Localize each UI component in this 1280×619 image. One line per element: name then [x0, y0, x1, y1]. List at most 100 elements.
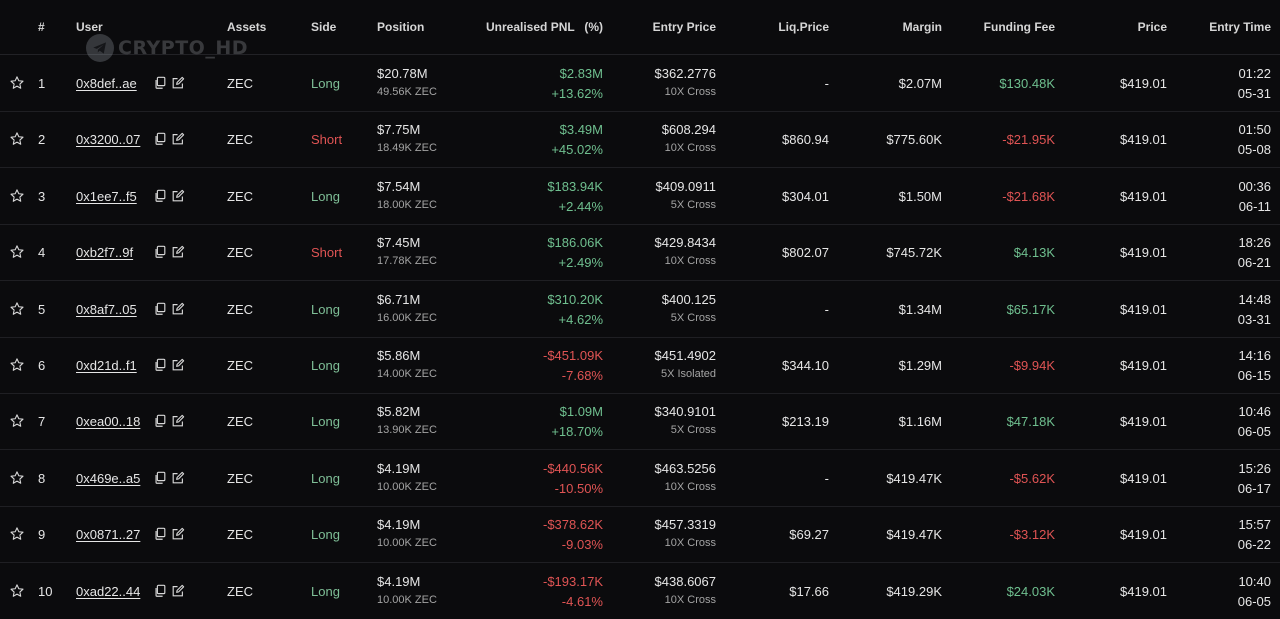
header-pnl-percent[interactable]: (%)	[584, 20, 603, 34]
header-liq-price[interactable]: Liq.Price	[778, 20, 829, 34]
header-unrealised-pnl[interactable]: Unrealised PNL	[486, 20, 575, 34]
user-address-link[interactable]: 0x8def..ae	[76, 76, 137, 91]
copy-icon[interactable]	[153, 414, 167, 428]
entry-time: 00:36	[1238, 178, 1271, 194]
leverage-mode: 10X Cross	[664, 537, 716, 550]
header-user[interactable]: User	[76, 20, 103, 34]
table-row[interactable]: 8 0x469e..a5 ZEC Long $4.19M 10.00K ZEC -$440.…	[0, 450, 1280, 507]
header-price[interactable]: Price	[1137, 20, 1167, 34]
star-icon[interactable]	[9, 357, 25, 373]
position-size: 14.00K ZEC	[377, 368, 437, 380]
table-row[interactable]: 10 0xad22..44 ZEC Long $4.19M 10.00K ZEC -$193…	[0, 563, 1280, 619]
leverage-mode: 10X Cross	[664, 593, 716, 606]
header-side[interactable]: Side	[311, 20, 337, 34]
position-value: $20.78M	[377, 66, 428, 81]
star-icon[interactable]	[9, 188, 25, 204]
position-value: $4.19M	[377, 517, 421, 533]
position-value: $5.86M	[377, 348, 421, 363]
user-address-link[interactable]: 0x1ee7..f5	[76, 188, 137, 204]
header-position[interactable]: Position	[377, 20, 425, 34]
star-icon[interactable]	[9, 526, 25, 542]
table-row[interactable]: 6 0xd21d..f1 ZEC Long $5.86M 14.00K ZEC -$451.…	[0, 337, 1280, 394]
edit-icon[interactable]	[171, 414, 185, 428]
side-cell: Long	[311, 414, 340, 430]
user-address-link[interactable]: 0x3200..07	[76, 132, 141, 148]
copy-icon[interactable]	[153, 302, 167, 316]
entry-date: 05-08	[1237, 142, 1271, 158]
entry-date: 06-11	[1238, 198, 1271, 214]
edit-icon[interactable]	[171, 358, 185, 372]
edit-icon[interactable]	[171, 189, 185, 203]
user-address-link[interactable]: 0xad22..44	[76, 583, 141, 599]
liq-price: $304.01	[782, 188, 829, 204]
table-row[interactable]: 2 0x3200..07 ZEC Short $7.75M 18.49K ZEC $3.49…	[0, 111, 1280, 169]
position-size: 10.00K ZEC	[377, 593, 437, 606]
copy-icon[interactable]	[153, 358, 167, 372]
liq-price: $860.94	[782, 132, 829, 148]
edit-icon[interactable]	[171, 471, 185, 485]
header-rank[interactable]: #	[38, 20, 45, 34]
copy-icon[interactable]	[153, 584, 167, 598]
copy-icon[interactable]	[153, 245, 167, 259]
user-address-link[interactable]: 0x8af7..05	[76, 301, 137, 317]
pnl-percent: +2.49%	[558, 255, 603, 271]
user-address-link[interactable]: 0xea00..18	[76, 414, 141, 430]
edit-icon[interactable]	[171, 302, 185, 316]
header-entry-time[interactable]: Entry Time	[1209, 20, 1271, 34]
position-size: 13.90K ZEC	[377, 424, 437, 437]
price-cell: $419.01	[1120, 583, 1167, 599]
user-address-link[interactable]: 0x0871..27	[76, 527, 141, 543]
star-icon[interactable]	[9, 470, 25, 486]
copy-icon[interactable]	[153, 76, 167, 90]
star-icon[interactable]	[9, 301, 25, 317]
user-address-link[interactable]: 0xd21d..f1	[76, 358, 137, 373]
pnl-percent: -7.68%	[561, 368, 603, 383]
pnl-percent: +4.62%	[558, 311, 603, 327]
leverage-mode: 5X Cross	[670, 311, 716, 324]
rank-cell: 7	[38, 414, 46, 430]
header-entry-price[interactable]: Entry Price	[652, 20, 716, 34]
entry-time: 14:16	[1238, 348, 1271, 363]
position-size: 10.00K ZEC	[377, 480, 437, 493]
edit-icon[interactable]	[171, 132, 185, 146]
unrealised-pnl: $183.94K	[547, 178, 603, 194]
margin-cell: $745.72K	[886, 245, 942, 261]
user-address-link[interactable]: 0x469e..a5	[76, 470, 141, 486]
position-size: 16.00K ZEC	[377, 311, 437, 324]
table-row[interactable]: 9 0x0871..27 ZEC Long $4.19M 10.00K ZEC -$378.…	[0, 506, 1280, 564]
copy-icon[interactable]	[153, 527, 167, 541]
star-icon[interactable]	[9, 75, 25, 91]
edit-icon[interactable]	[171, 527, 185, 541]
header-funding-fee[interactable]: Funding Fee	[983, 20, 1055, 34]
star-icon[interactable]	[9, 244, 25, 260]
user-address-link[interactable]: 0xb2f7..9f	[76, 245, 134, 261]
table-row[interactable]: 4 0xb2f7..9f ZEC Short $7.45M 17.78K ZEC $186.…	[0, 224, 1280, 282]
star-icon[interactable]	[9, 583, 25, 599]
entry-price: $400.125	[661, 291, 716, 307]
table-row[interactable]: 5 0x8af7..05 ZEC Long $6.71M 16.00K ZEC $310.2…	[0, 281, 1280, 338]
header-margin[interactable]: Margin	[902, 20, 942, 34]
copy-icon[interactable]	[153, 471, 167, 485]
asset-cell: ZEC	[227, 245, 253, 261]
liq-price: $344.10	[782, 358, 829, 373]
leverage-mode: 5X Cross	[670, 424, 716, 437]
entry-price: $451.4902	[654, 348, 716, 363]
edit-icon[interactable]	[171, 76, 185, 90]
edit-icon[interactable]	[171, 245, 185, 259]
table-row[interactable]: 3 0x1ee7..f5 ZEC Long $7.54M 18.00K ZEC $183.9…	[0, 168, 1280, 225]
price-cell: $419.01	[1120, 414, 1167, 430]
copy-icon[interactable]	[153, 189, 167, 203]
table-row[interactable]: 7 0xea00..18 ZEC Long $5.82M 13.90K ZEC $1.09M…	[0, 393, 1280, 451]
copy-icon[interactable]	[153, 132, 167, 146]
edit-icon[interactable]	[171, 584, 185, 598]
funding-fee: -$3.12K	[1009, 527, 1055, 543]
star-icon[interactable]	[9, 413, 25, 429]
header-assets[interactable]: Assets	[227, 20, 267, 34]
table-row[interactable]: 1 0x8def..ae ZEC Long $20.78M 49.56K ZEC $2.83…	[0, 55, 1280, 112]
liq-price: $17.66	[789, 583, 829, 599]
star-icon[interactable]	[9, 131, 25, 147]
entry-date: 06-05	[1237, 424, 1271, 440]
asset-cell: ZEC	[227, 414, 253, 430]
position-size: 18.00K ZEC	[377, 198, 437, 211]
price-cell: $419.01	[1120, 76, 1167, 91]
